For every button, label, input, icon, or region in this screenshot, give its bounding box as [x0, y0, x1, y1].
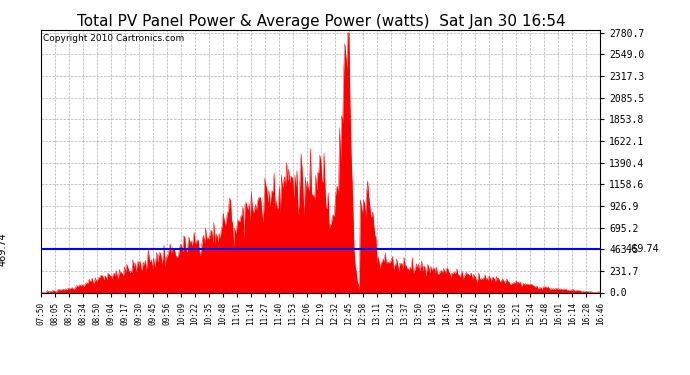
Text: 469.74: 469.74	[0, 232, 8, 266]
Title: Total PV Panel Power & Average Power (watts)  Sat Jan 30 16:54: Total PV Panel Power & Average Power (wa…	[77, 14, 565, 29]
Text: Copyright 2010 Cartronics.com: Copyright 2010 Cartronics.com	[43, 34, 184, 43]
Text: 469.74: 469.74	[625, 244, 659, 254]
